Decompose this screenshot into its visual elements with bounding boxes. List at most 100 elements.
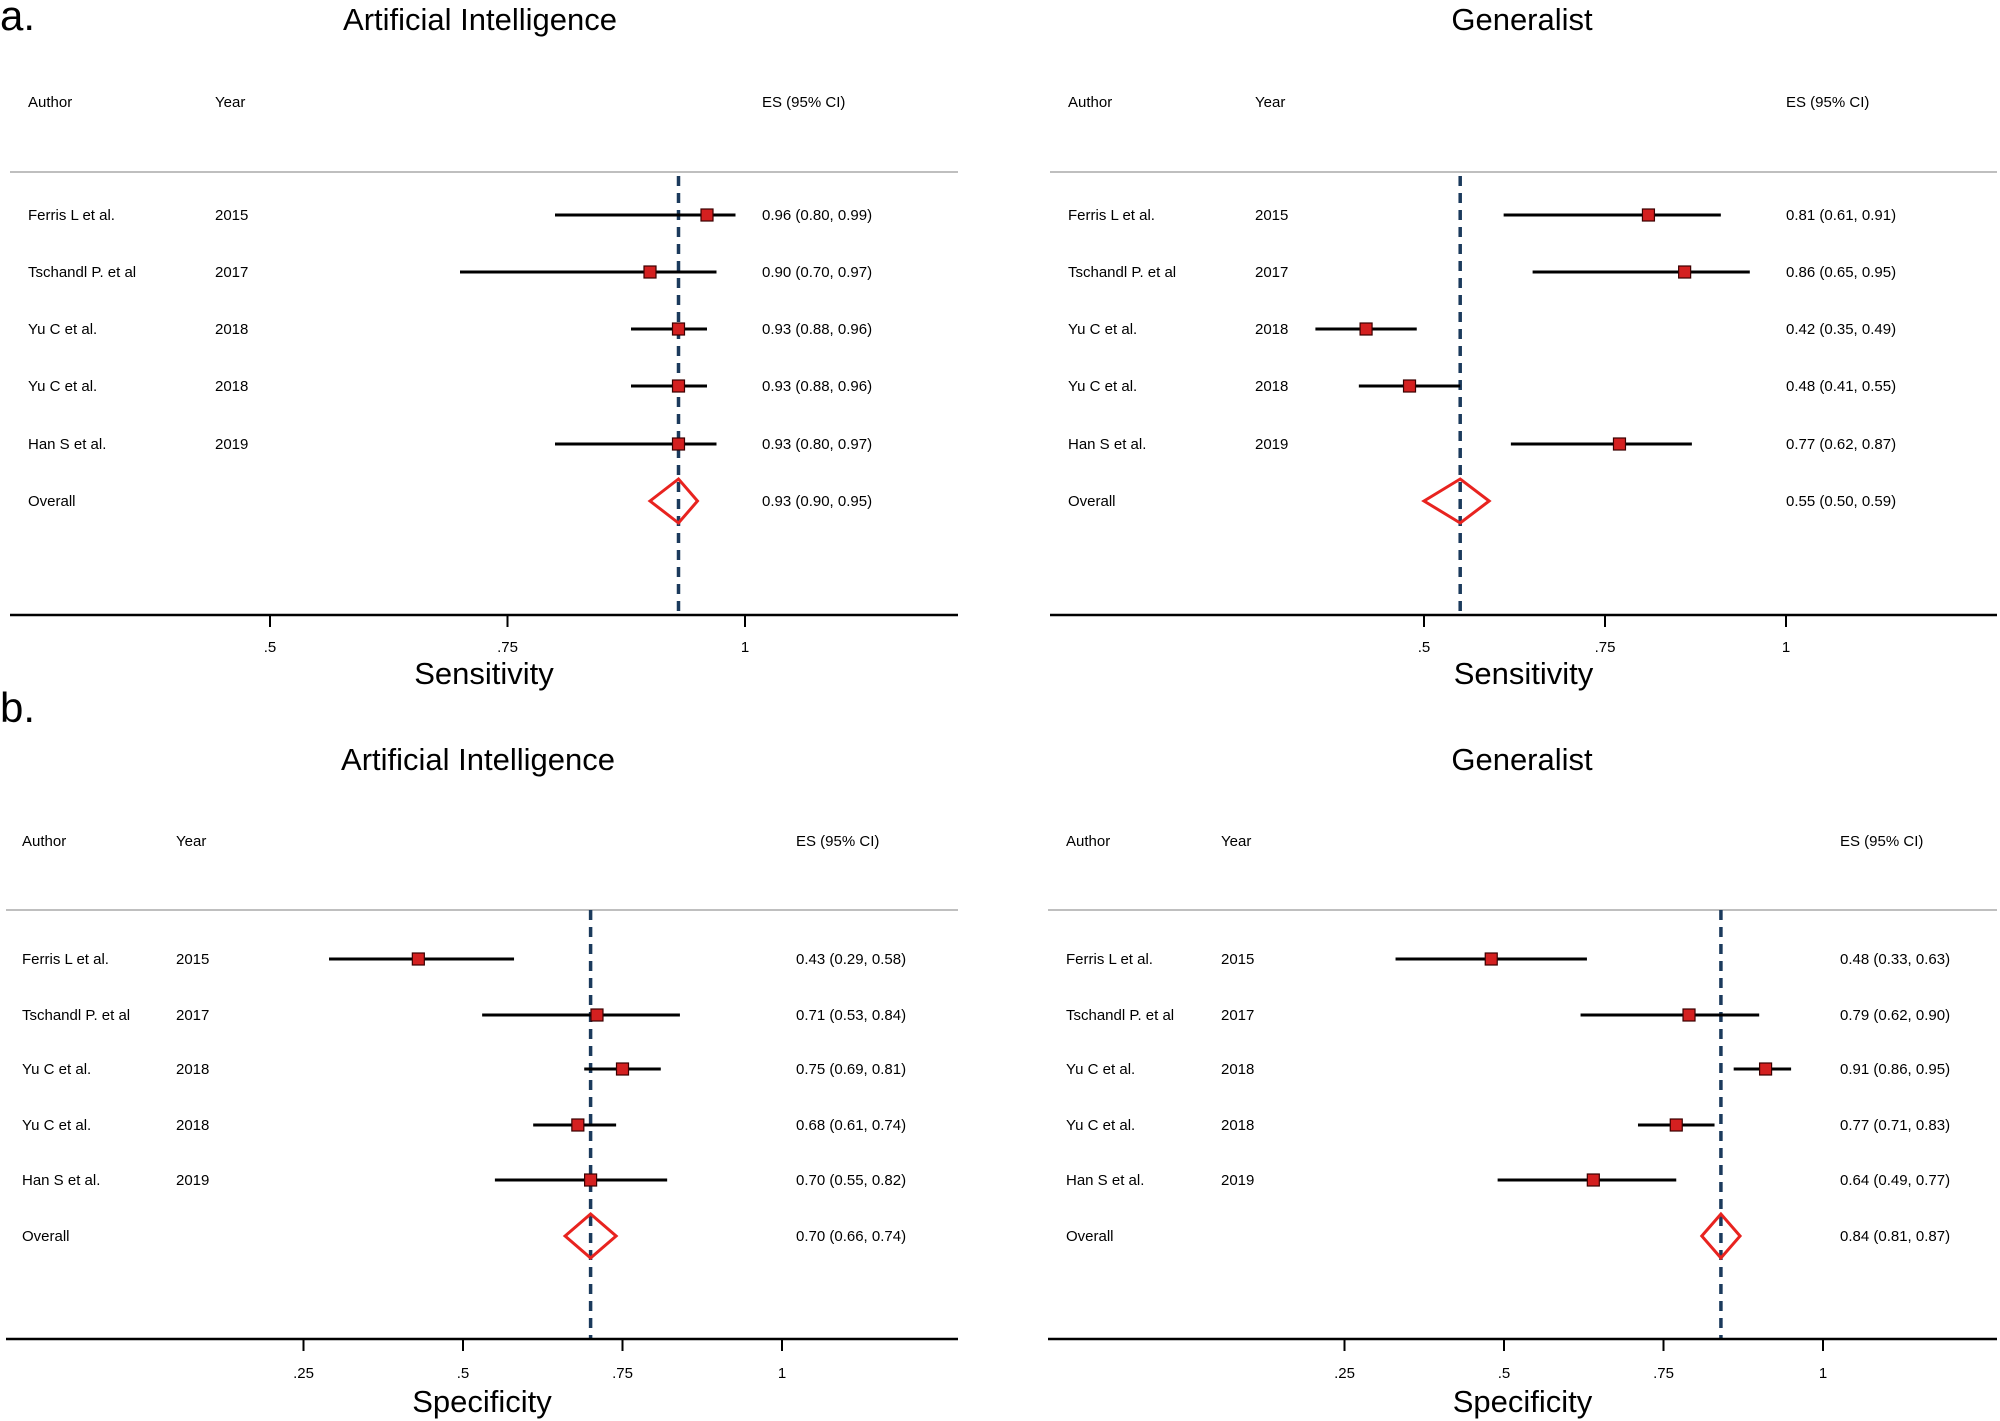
study-author: Yu C et al. (22, 1061, 91, 1078)
x-tick-label: .25 (293, 1365, 314, 1382)
study-es-ci: 0.43 (0.29, 0.58) (796, 951, 906, 968)
study-year: 2018 (1221, 1117, 1254, 1134)
x-axis-label: Sensitivity (1454, 656, 1594, 691)
study-year: 2019 (176, 1172, 209, 1189)
study-es-ci: 0.64 (0.49, 0.77) (1840, 1172, 1950, 1189)
column-header-year: Year (1221, 833, 1251, 850)
study-es-ci: 0.93 (0.88, 0.96) (762, 321, 872, 338)
point-estimate-marker (1678, 265, 1692, 279)
study-row: Han S et al. 2019 0.77 (0.62, 0.87) (1068, 436, 1896, 453)
study-row: Tschandl P. et al 2017 0.71 (0.53, 0.84) (22, 1007, 906, 1024)
study-es-ci: 0.93 (0.80, 0.97) (762, 436, 872, 453)
overall-diamond (562, 1212, 619, 1260)
study-row: Yu C et al. 2018 0.91 (0.86, 0.95) (1066, 1061, 1950, 1078)
column-header-es: ES (95% CI) (1786, 94, 1869, 111)
study-row: Han S et al. 2019 0.64 (0.49, 0.77) (1066, 1172, 1950, 1189)
study-year: 2017 (176, 1007, 209, 1024)
column-header-author: Author (22, 833, 66, 850)
study-author: Yu C et al. (1066, 1061, 1135, 1078)
point-estimate-marker (1669, 1118, 1683, 1132)
x-tick-label: 1 (1782, 639, 1790, 656)
plot-title: Generalist (1451, 2, 1593, 37)
study-row: Tschandl P. et al 2017 0.86 (0.65, 0.95) (1068, 264, 1896, 281)
forest-plot-4: Generalist Author Year ES (95% CI) Ferris L … (1048, 742, 1997, 1419)
x-tick-label: 1 (778, 1365, 786, 1382)
study-es-ci: 0.42 (0.35, 0.49) (1786, 321, 1896, 338)
column-header-author: Author (1066, 833, 1110, 850)
point-estimate-marker (590, 1008, 604, 1022)
overall-es-ci: 0.70 (0.66, 0.74) (796, 1228, 906, 1245)
study-author: Yu C et al. (28, 321, 97, 338)
forest-plot-2: Generalist Author Year ES (95% CI) Ferris L … (1050, 2, 1997, 691)
study-year: 2017 (215, 264, 248, 281)
point-estimate-marker (571, 1118, 585, 1132)
study-row: Ferris L et al. 2015 0.96 (0.80, 0.99) (28, 207, 872, 224)
study-row: Ferris L et al. 2015 0.43 (0.29, 0.58) (22, 951, 906, 968)
study-es-ci: 0.68 (0.61, 0.74) (796, 1117, 906, 1134)
study-year: 2018 (1221, 1061, 1254, 1078)
overall-row: Overall 0.84 (0.81, 0.87) (1066, 1211, 1950, 1261)
study-author: Tschandl P. et al (1068, 264, 1176, 281)
study-row: Ferris L et al. 2015 0.48 (0.33, 0.63) (1066, 951, 1950, 968)
x-tick-label: 1 (1819, 1365, 1827, 1382)
study-year: 2015 (1255, 207, 1288, 224)
point-estimate-marker (643, 265, 657, 279)
study-row: Yu C et al. 2018 0.42 (0.35, 0.49) (1068, 321, 1896, 338)
study-row: Tschandl P. et al 2017 0.79 (0.62, 0.90) (1066, 1007, 1950, 1024)
study-year: 2019 (1221, 1172, 1254, 1189)
point-estimate-marker (671, 379, 686, 393)
column-header-author: Author (1068, 94, 1112, 111)
point-estimate-marker (1612, 437, 1627, 451)
point-estimate-marker (671, 322, 686, 336)
column-header-es: ES (95% CI) (762, 94, 845, 111)
column-header-author: Author (28, 94, 72, 111)
x-tick-label: .5 (457, 1365, 470, 1382)
study-author: Ferris L et al. (1066, 951, 1153, 968)
panel-b-label: b. (0, 684, 36, 731)
study-es-ci: 0.90 (0.70, 0.97) (762, 264, 872, 281)
point-estimate-marker (411, 952, 425, 966)
x-tick-label: .5 (264, 639, 277, 656)
column-header-year: Year (1255, 94, 1285, 111)
study-year: 2018 (176, 1117, 209, 1134)
overall-es-ci: 0.55 (0.50, 0.59) (1786, 493, 1896, 510)
study-year: 2015 (176, 951, 209, 968)
study-author: Han S et al. (28, 436, 106, 453)
overall-row: Overall 0.55 (0.50, 0.59) (1068, 477, 1896, 525)
overall-es-ci: 0.84 (0.81, 0.87) (1840, 1228, 1950, 1245)
overall-label: Overall (28, 493, 76, 510)
study-es-ci: 0.71 (0.53, 0.84) (796, 1007, 906, 1024)
study-es-ci: 0.48 (0.33, 0.63) (1840, 951, 1950, 968)
study-author: Yu C et al. (22, 1117, 91, 1134)
study-row: Han S et al. 2019 0.70 (0.55, 0.82) (22, 1172, 906, 1189)
study-author: Tschandl P. et al (1066, 1007, 1174, 1024)
study-year: 2017 (1255, 264, 1288, 281)
study-author: Han S et al. (22, 1172, 100, 1189)
x-tick-label: 1 (741, 639, 749, 656)
x-axis-label: Specificity (1453, 1384, 1593, 1419)
study-author: Yu C et al. (1068, 321, 1137, 338)
point-estimate-marker (1682, 1008, 1696, 1022)
x-axis-label: Sensitivity (414, 656, 554, 691)
study-author: Yu C et al. (1066, 1117, 1135, 1134)
point-estimate-marker (700, 208, 714, 222)
study-es-ci: 0.86 (0.65, 0.95) (1786, 264, 1896, 281)
point-estimate-marker (1402, 379, 1417, 393)
study-year: 2018 (215, 378, 248, 395)
overall-row: Overall 0.93 (0.90, 0.95) (28, 476, 872, 526)
x-tick-label: .75 (612, 1365, 633, 1382)
overall-label: Overall (22, 1228, 70, 1245)
column-header-es: ES (95% CI) (1840, 833, 1923, 850)
study-year: 2018 (1255, 378, 1288, 395)
overall-diamond (1699, 1211, 1743, 1261)
study-row: Yu C et al. 2018 0.75 (0.69, 0.81) (22, 1061, 906, 1078)
point-estimate-marker (1586, 1173, 1600, 1187)
study-year: 2015 (1221, 951, 1254, 968)
forest-plot-3: Artificial Intelligence Author Year ES (95%… (6, 742, 958, 1419)
overall-row: Overall 0.70 (0.66, 0.74) (22, 1212, 906, 1260)
study-es-ci: 0.96 (0.80, 0.99) (762, 207, 872, 224)
x-tick-label: .25 (1334, 1365, 1355, 1382)
x-tick-label: .75 (1595, 639, 1616, 656)
study-row: Yu C et al. 2018 0.77 (0.71, 0.83) (1066, 1117, 1950, 1134)
